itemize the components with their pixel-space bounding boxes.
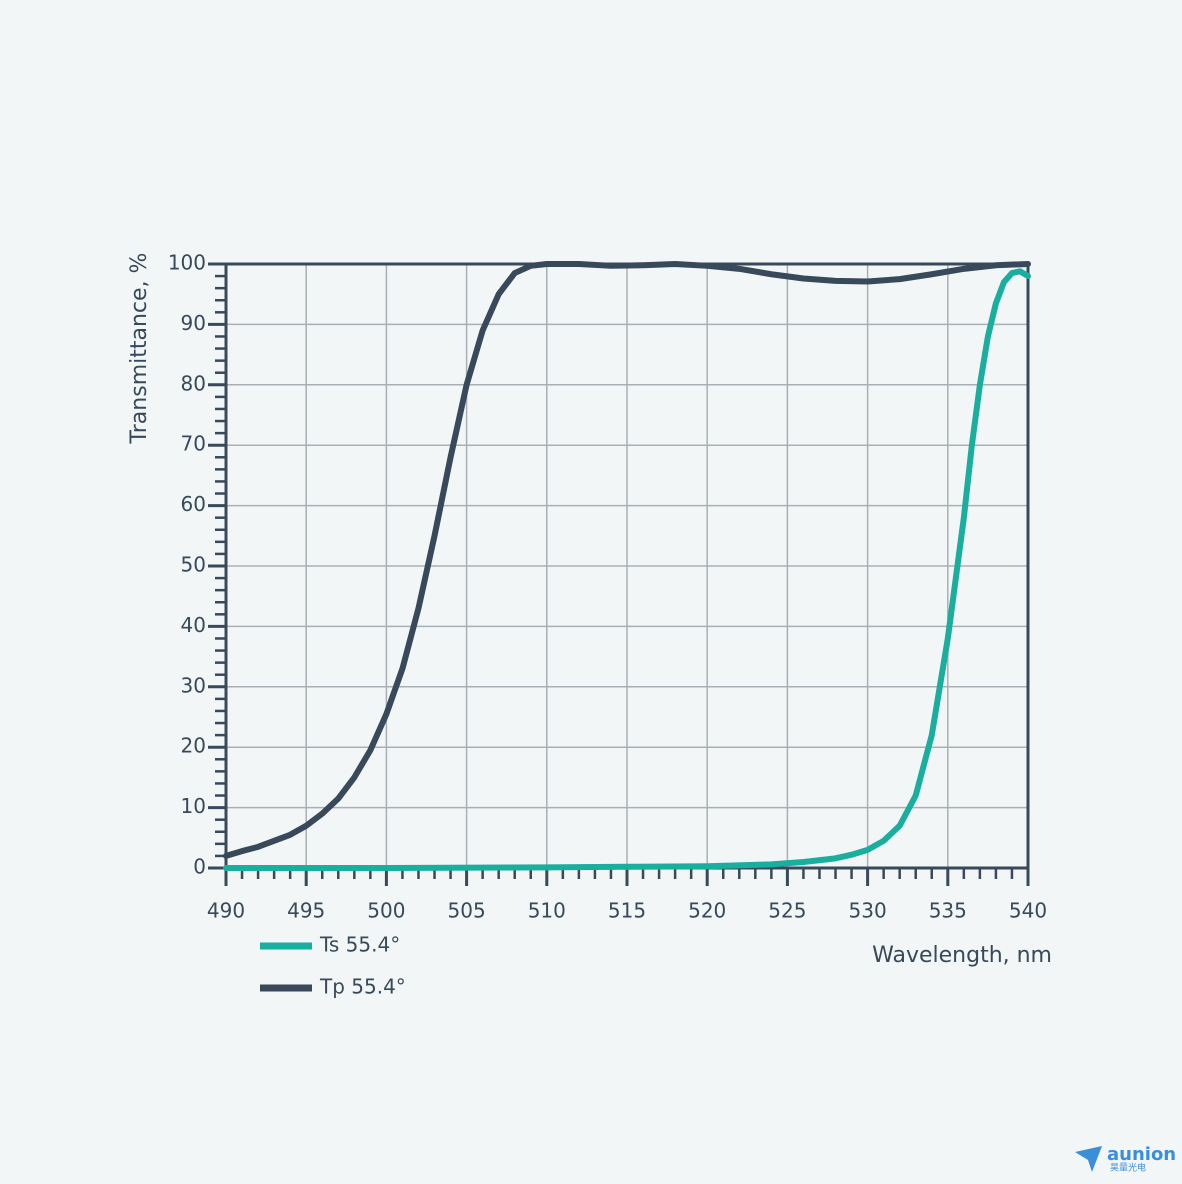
x-tick-label: 500 <box>367 899 405 923</box>
y-tick-label: 40 <box>181 613 206 637</box>
data-line <box>223 268 1031 871</box>
x-tick-label: 490 <box>207 899 245 923</box>
legend-label: Ts 55.4° <box>319 933 400 957</box>
x-tick-label: 515 <box>608 899 646 923</box>
y-tick-label: 30 <box>181 673 206 697</box>
data-line <box>223 261 1031 859</box>
x-tick-label: 520 <box>688 899 726 923</box>
y-axis-label: Transmittance, % <box>127 253 152 445</box>
y-tick-label: 10 <box>181 794 206 818</box>
x-tick-label: 495 <box>287 899 325 923</box>
y-tick-label: 0 <box>193 855 206 879</box>
logo-icon <box>1075 1146 1102 1172</box>
y-tick-label: 90 <box>181 311 206 335</box>
y-tick-label: 50 <box>181 553 206 577</box>
y-tick-label: 20 <box>181 734 206 758</box>
logo-subtitle: 昊量光电 <box>1110 1162 1146 1174</box>
legend-label: Tp 55.4° <box>319 975 406 999</box>
x-tick-label: 505 <box>448 899 486 923</box>
y-tick-label: 60 <box>181 492 206 516</box>
y-tick-label: 100 <box>168 251 206 275</box>
x-tick-label: 510 <box>528 899 566 923</box>
x-tick-label: 540 <box>1009 899 1047 923</box>
logo-name: aunion <box>1107 1144 1176 1165</box>
x-axis-label: Wavelength, nm <box>872 943 1052 968</box>
x-tick-label: 525 <box>768 899 806 923</box>
x-tick-label: 530 <box>849 899 887 923</box>
x-tick-label: 535 <box>929 899 967 923</box>
y-tick-label: 70 <box>181 432 206 456</box>
y-tick-label: 80 <box>181 371 206 395</box>
